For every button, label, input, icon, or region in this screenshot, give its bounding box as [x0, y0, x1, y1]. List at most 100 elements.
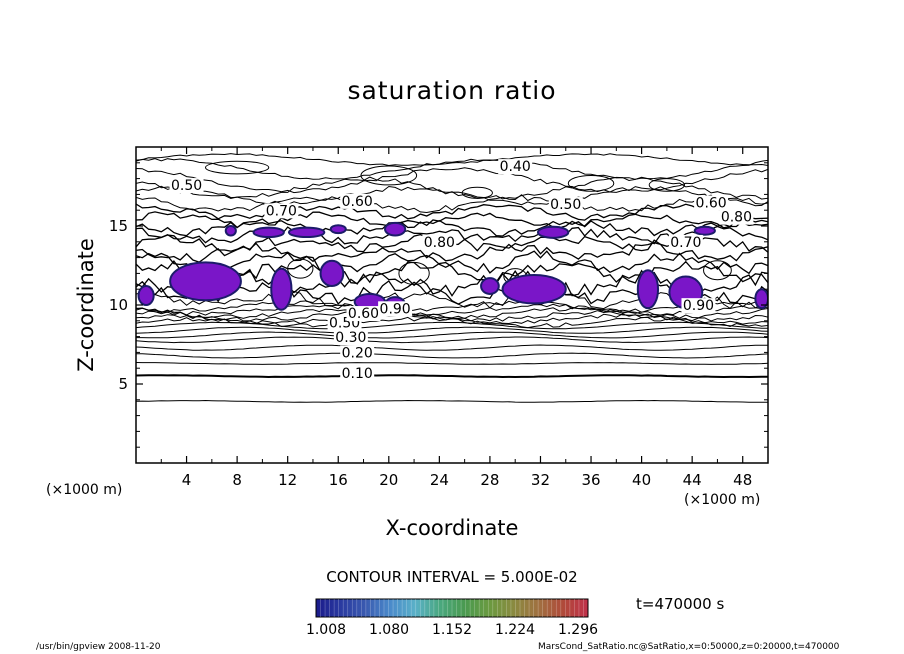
- x-tick-label: 28: [480, 471, 499, 489]
- contour-line: [136, 260, 768, 285]
- contour-line: [136, 203, 768, 221]
- contour-label-bg: [169, 178, 204, 194]
- contour-label: 0.20: [342, 346, 373, 362]
- contour-line: [136, 218, 768, 237]
- contour-label: 0.40: [500, 159, 531, 175]
- plot-frame: [135, 146, 769, 464]
- contour-line: [136, 331, 768, 339]
- contour-line: [136, 242, 768, 263]
- chart-title: saturation ratio: [347, 76, 557, 105]
- contour-label: 0.10: [342, 366, 373, 382]
- colorbar-tick-label: 1.008: [306, 622, 346, 638]
- colorbar-gradient: [315, 598, 589, 618]
- contour-line: [136, 225, 768, 245]
- y-tick-label: 15: [109, 217, 128, 235]
- contour-labels: 0.100.200.300.500.60 0.900.400.500.600.70…: [169, 159, 754, 382]
- contour-cell: [461, 186, 493, 199]
- contour-label: 0.70: [266, 203, 297, 219]
- x-unit-label-right: (×1000 m): [684, 492, 761, 508]
- supersaturated-region: [137, 285, 155, 306]
- contour-line: [136, 280, 768, 305]
- contour-cell: [287, 258, 314, 279]
- x-axis-label: X-coordinate: [385, 516, 519, 540]
- supersaturated-region: [536, 225, 570, 239]
- contour-label: 0.30: [335, 330, 366, 346]
- contour-line: [136, 289, 768, 310]
- time-stamp: t=470000 s: [636, 595, 725, 613]
- contour-label-bg: [340, 366, 375, 382]
- contour-line: [136, 352, 768, 359]
- contour-label-bg: [346, 306, 381, 322]
- contour-line: [136, 268, 768, 297]
- x-tick-label: 40: [632, 471, 651, 489]
- supersaturated-region: [169, 261, 242, 302]
- contour-line: [136, 153, 768, 167]
- contour-line: [136, 321, 768, 330]
- contour-line: [136, 300, 768, 313]
- contour-label-bg: [719, 209, 754, 225]
- contour-label-bg: [340, 193, 375, 209]
- supersaturated-region: [224, 225, 237, 237]
- contour-label: 0.60: [696, 195, 727, 211]
- contour-line: [136, 336, 768, 344]
- contour-label-bg: [333, 329, 368, 345]
- contour-line: [136, 399, 768, 403]
- contour-label-bg: [668, 234, 703, 250]
- contour-label: 0.90: [683, 298, 714, 314]
- x-tick-label: 12: [278, 471, 297, 489]
- contour-line: [136, 310, 768, 322]
- contour-cell: [398, 261, 430, 285]
- contour-label-bg: [378, 301, 413, 317]
- contour-label: 0.50: [550, 197, 581, 213]
- contour-line: [136, 185, 768, 207]
- x-tick-label: 8: [232, 471, 242, 489]
- supersaturated-region: [636, 269, 660, 310]
- contour-line: [136, 326, 768, 334]
- colorbar-tick-label: 1.152: [432, 622, 472, 638]
- contour-cell: [360, 165, 418, 186]
- contour-label: 0.60: [348, 306, 379, 322]
- contour-interval-text: CONTOUR INTERVAL = 5.000E-02: [326, 568, 578, 586]
- supersaturated-region: [501, 273, 567, 305]
- contour-label-bg: [681, 298, 716, 314]
- contour-label-bg: [264, 203, 299, 219]
- contour-line: [136, 250, 768, 275]
- contour-line: [136, 158, 768, 180]
- y-tick-label: 10: [109, 296, 128, 314]
- x-tick-label: 16: [329, 471, 348, 489]
- contour-line: [136, 167, 768, 194]
- contour-line: [136, 344, 768, 351]
- supersaturated-region: [329, 224, 347, 235]
- x-tick-label: 44: [683, 471, 702, 489]
- contour-label: 0.90: [380, 301, 411, 317]
- supersaturated-region: [384, 221, 407, 237]
- colorbar: 1.008 1.080 1.152 1.224 1.296: [306, 598, 598, 638]
- x-tick-label: 32: [531, 471, 550, 489]
- contour-label: 0.80: [721, 210, 752, 226]
- contour-line: [136, 176, 768, 200]
- x-unit-label-left: (×1000 m): [46, 482, 123, 498]
- colorbar-tick-label: 1.296: [558, 622, 598, 638]
- contour-label: 0.80: [424, 235, 455, 251]
- y-tick-label: 5: [118, 375, 128, 393]
- contour-label: 0.60: [342, 194, 373, 210]
- contour-label-bg: [340, 345, 375, 361]
- x-tick-label: 36: [581, 471, 600, 489]
- colorbar-tick-label: 1.224: [495, 622, 535, 638]
- x-tick-label: 20: [379, 471, 398, 489]
- colorbar-tick-label: 1.080: [369, 622, 409, 638]
- contour-cell: [205, 160, 270, 175]
- contour-line: [136, 303, 768, 316]
- footer-program: /usr/bin/gpview 2008-11-20: [36, 642, 161, 652]
- supersaturated-region: [693, 225, 716, 236]
- supersaturated-region: [252, 226, 285, 239]
- contour-cell: [703, 260, 732, 281]
- x-tick-label: 48: [733, 471, 752, 489]
- contour-cell: [567, 174, 615, 192]
- contour-label: 0.50: [171, 178, 202, 194]
- supersaturated-region: [270, 267, 293, 311]
- contour-line: [136, 374, 768, 379]
- y-axis-label: Z-coordinate: [74, 238, 98, 372]
